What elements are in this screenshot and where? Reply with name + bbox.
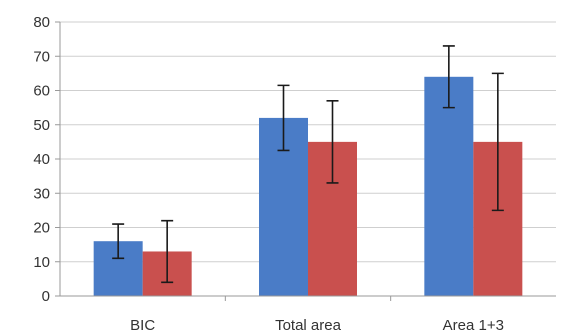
error-bar-2-series-1 [491,72,504,212]
error-bar-2-series-0 [442,45,455,109]
y-tick-label-70: 70 [33,48,50,65]
error-bars [112,45,504,284]
x-category-label-1: Total area [275,317,342,334]
y-tick-label-60: 60 [33,83,50,100]
y-tick-label-0: 0 [42,288,50,305]
x-category-label-0: BIC [130,317,155,334]
y-tick-labels: 0 10 20 30 40 50 60 70 80 [33,14,50,305]
y-tick-label-20: 20 [33,220,50,237]
y-tick-label-10: 10 [33,254,50,271]
error-bar-0-series-0 [112,223,125,260]
y-tick-label-80: 80 [33,14,50,31]
x-category-labels: BIC Total area Area 1+3 [130,317,504,334]
x-category-label-2: Area 1+3 [443,317,504,334]
error-bar-0-series-1 [161,219,174,284]
axes [55,21,556,301]
y-tick-label-40: 40 [33,151,50,168]
error-bar-1-series-0 [277,84,290,152]
bars [93,76,523,297]
y-tick-label-50: 50 [33,117,50,134]
error-bar-1-series-1 [326,99,339,184]
y-tick-label-30: 30 [33,185,50,202]
bar-2-series-0 [424,76,474,296]
